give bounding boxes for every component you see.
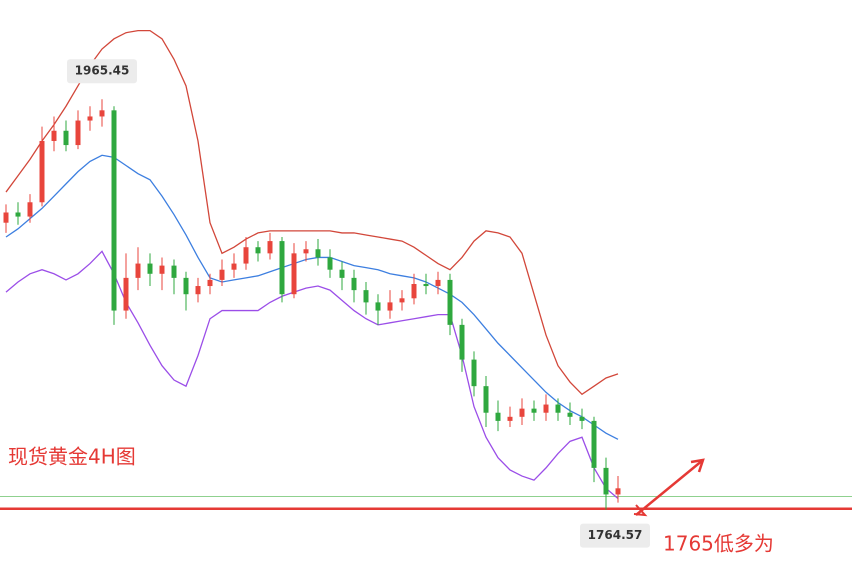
candle-body bbox=[39, 140, 45, 203]
candle-body bbox=[603, 467, 609, 495]
candle-body bbox=[591, 420, 597, 468]
candle-body bbox=[255, 247, 261, 254]
price-tag: 1965.45 bbox=[75, 64, 130, 78]
candle-body bbox=[243, 247, 249, 264]
candle-body bbox=[111, 110, 117, 311]
candle-body bbox=[291, 253, 297, 295]
candle-body bbox=[363, 290, 369, 303]
candle-body bbox=[315, 249, 321, 258]
candle-body bbox=[471, 359, 477, 387]
candle-body bbox=[447, 279, 453, 325]
candle-body bbox=[135, 263, 141, 278]
candle-body bbox=[279, 241, 285, 295]
candle-body bbox=[171, 265, 177, 278]
candle-body bbox=[75, 120, 81, 146]
candle-body bbox=[63, 130, 69, 146]
candle-body bbox=[399, 298, 405, 303]
candle-body bbox=[411, 284, 417, 299]
price-tag-box bbox=[67, 59, 137, 84]
candle-body bbox=[543, 404, 549, 413]
band-line bbox=[5, 29, 619, 396]
annotation: 1765低多为 bbox=[663, 532, 774, 556]
band-line bbox=[5, 250, 619, 500]
candle-body bbox=[423, 284, 429, 287]
candle-body bbox=[615, 488, 621, 495]
arrow bbox=[635, 459, 704, 516]
candle-body bbox=[351, 277, 357, 291]
candle-body bbox=[51, 130, 57, 141]
plot-area bbox=[0, 29, 852, 510]
candle-body bbox=[555, 404, 561, 413]
candle-body bbox=[375, 302, 381, 311]
candle-body bbox=[99, 110, 105, 117]
candle-body bbox=[483, 386, 489, 413]
arrow-tail bbox=[633, 504, 648, 517]
candle-body bbox=[531, 408, 537, 413]
candle-body bbox=[303, 249, 309, 254]
candle-body bbox=[387, 302, 393, 311]
candle-body bbox=[207, 279, 213, 287]
band-line bbox=[5, 154, 619, 440]
candle-body bbox=[159, 265, 165, 274]
candle-body bbox=[195, 286, 201, 295]
candle-body bbox=[15, 212, 21, 217]
candle-body bbox=[123, 277, 129, 311]
candle-body bbox=[579, 416, 585, 421]
price-tag-box bbox=[580, 523, 650, 548]
candle-body bbox=[495, 412, 501, 421]
candle-body bbox=[339, 269, 345, 278]
candle-body bbox=[519, 408, 525, 417]
candle-body bbox=[231, 263, 237, 270]
candle-body bbox=[435, 279, 441, 287]
candle-body bbox=[567, 412, 573, 417]
arrow-head bbox=[690, 458, 705, 473]
candle-body bbox=[327, 257, 333, 270]
candle-body bbox=[459, 324, 465, 360]
candle-body bbox=[267, 241, 273, 254]
candle-body bbox=[27, 202, 33, 217]
candle-body bbox=[87, 116, 93, 121]
candle-body bbox=[183, 277, 189, 295]
candle-body bbox=[147, 263, 153, 274]
candle-body bbox=[507, 416, 513, 421]
chart-title: 现货黄金4H图 bbox=[8, 445, 136, 469]
candle-body bbox=[219, 269, 225, 280]
price-tag: 1764.57 bbox=[588, 528, 643, 542]
candle-body bbox=[3, 212, 9, 223]
